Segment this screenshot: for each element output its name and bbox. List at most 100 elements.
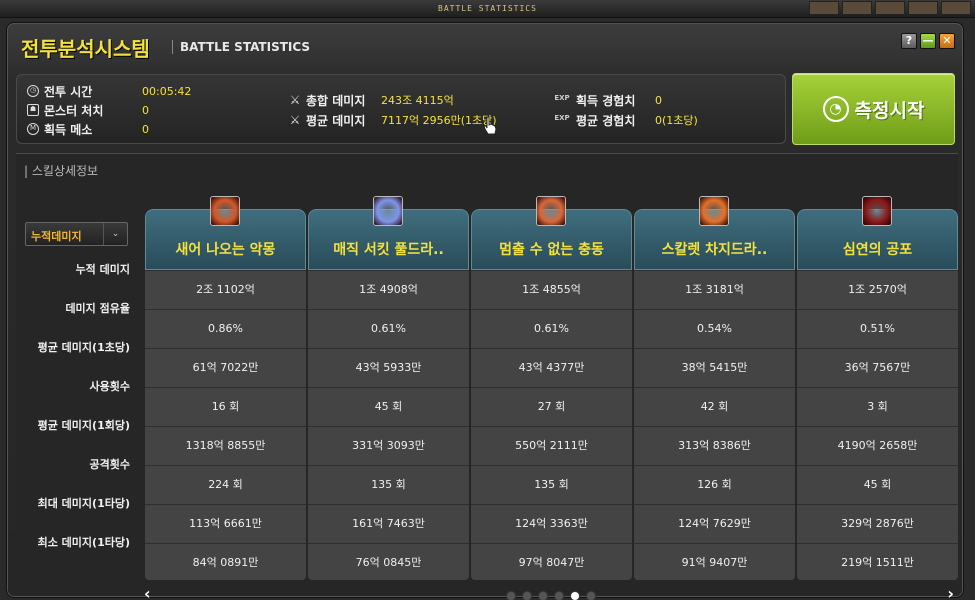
next-page-arrow[interactable]: › bbox=[947, 584, 954, 600]
row-label: 사용횟수 bbox=[89, 380, 130, 393]
meso-stat: M 획득 메소 0 bbox=[27, 121, 149, 137]
battle-time-label: 전투 시간 bbox=[44, 84, 93, 99]
page-dot[interactable] bbox=[586, 591, 596, 600]
row-labels: 누적 데미지 데미지 점유율 평균 데미지(1초당) 사용횟수 평균 데미지(1… bbox=[16, 250, 136, 562]
skill-name: 새어 나오는 악몽 bbox=[175, 242, 276, 258]
skill-stat-cell: 36억 7567만 bbox=[797, 348, 958, 387]
row-label: 평균 데미지(1초당) bbox=[37, 341, 130, 354]
avg-damage-value: 7117억 2956만(1초당) bbox=[381, 114, 497, 127]
skill-stat-cell: 16 회 bbox=[145, 387, 306, 426]
skill-stat-cell: 97억 8047만 bbox=[471, 543, 632, 580]
total-damage-value: 243조 4115억 bbox=[381, 94, 454, 107]
skill-detail-panel: | 스킬상세정보 누적데미지 ⌄ 누적 데미지 데미지 점유율 평균 데미지(1… bbox=[16, 153, 958, 600]
total-damage-label: 총합 데미지 bbox=[306, 93, 366, 108]
battle-time-stat: ◷ 전투 시간 00:05:42 bbox=[27, 83, 191, 99]
skill-stat-cell: 0.51% bbox=[797, 309, 958, 348]
meso-label: 획득 메소 bbox=[44, 122, 93, 137]
sword-icon: ⚔ bbox=[289, 93, 301, 107]
page-dot[interactable] bbox=[522, 591, 532, 600]
skill-stat-cell: 113억 6661만 bbox=[145, 504, 306, 543]
sort-dropdown[interactable]: 누적데미지 ⌄ bbox=[25, 222, 128, 246]
skill-stat-cell: 1조 4855억 bbox=[471, 270, 632, 309]
skill-stat-cell: 1조 2570억 bbox=[797, 270, 958, 309]
meso-icon: M bbox=[27, 123, 39, 135]
skill-stat-cell: 91억 9407만 bbox=[634, 543, 795, 580]
skill-column-header: 새어 나오는 악몽 bbox=[145, 209, 306, 270]
monsters-killed-value: 0 bbox=[142, 103, 149, 117]
top-icon-1[interactable] bbox=[809, 1, 839, 15]
window-title: 전투분석시스템 bbox=[21, 37, 150, 61]
top-icon-5[interactable] bbox=[941, 1, 971, 15]
skill-name: 멈출 수 없는 충동 bbox=[499, 242, 604, 258]
skill-column: 멈출 수 없는 충동 1조 4855억 0.61% 43억 4377만 27 회 550억… bbox=[471, 209, 632, 580]
total-damage-stat: ⚔ 총합 데미지 243조 4115억 bbox=[289, 92, 454, 108]
skill-stat-cell: 161억 7463만 bbox=[308, 504, 469, 543]
battle-summary-panel: ◷ 전투 시간 00:05:42 ☗ 몬스터 처치 0 M 획득 메소 0 ⚔ … bbox=[16, 74, 786, 144]
top-icon-4[interactable] bbox=[908, 1, 938, 15]
hand-cursor-icon bbox=[483, 116, 497, 135]
top-title-strip: BATTLE STATISTICS bbox=[0, 0, 975, 18]
meso-value: 0 bbox=[142, 122, 149, 136]
page-dot[interactable] bbox=[554, 591, 564, 600]
row-label: 평균 데미지(1회당) bbox=[37, 419, 130, 432]
skill-stat-cell: 61억 7022만 bbox=[145, 348, 306, 387]
avg-damage-stat: ⚔ 평균 데미지 7117억 2956만(1초당) bbox=[289, 112, 497, 128]
skill-stat-cell: 76억 0845만 bbox=[308, 543, 469, 580]
prev-page-arrow[interactable]: ‹ bbox=[144, 584, 151, 600]
minimize-button[interactable]: — bbox=[920, 33, 936, 49]
page-dot[interactable] bbox=[538, 591, 548, 600]
exp-icon: EXP bbox=[554, 114, 570, 122]
skill-stat-cell: 313억 8386만 bbox=[634, 426, 795, 465]
window-controls: ? — ✕ bbox=[901, 33, 955, 49]
skill-stat-cell: 45 회 bbox=[308, 387, 469, 426]
skill-stat-cell: 219억 1511만 bbox=[797, 543, 958, 580]
skill-stat-cell: 4190억 2658만 bbox=[797, 426, 958, 465]
skill-column: 매직 서킷 풀드라.. 1조 4908억 0.61% 43억 5933만 45 회 331… bbox=[308, 209, 469, 580]
monsters-killed-stat: ☗ 몬스터 처치 0 bbox=[27, 102, 149, 118]
skill-stat-cell: 329억 2876만 bbox=[797, 504, 958, 543]
exp-earned-stat: EXP 획득 경험치 0 bbox=[553, 92, 662, 108]
skill-stat-cell: 135 회 bbox=[471, 465, 632, 504]
exp-earned-value: 0 bbox=[655, 93, 662, 107]
skill-column: 새어 나오는 악몽 2조 1102억 0.86% 61억 7022만 16 회 1318억… bbox=[145, 209, 306, 580]
row-label: 최소 데미지(1타당) bbox=[37, 536, 130, 549]
skill-stat-cell: 42 회 bbox=[634, 387, 795, 426]
skill-stat-cell: 1조 3181억 bbox=[634, 270, 795, 309]
battle-time-value: 00:05:42 bbox=[142, 84, 192, 98]
help-button[interactable]: ? bbox=[901, 33, 917, 49]
skill-name: 스칼렛 차지드라.. bbox=[661, 242, 768, 258]
top-icon-2[interactable] bbox=[842, 1, 872, 15]
skill-stat-cell: 0.54% bbox=[634, 309, 795, 348]
chevron-down-icon[interactable]: ⌄ bbox=[103, 223, 127, 245]
close-button[interactable]: ✕ bbox=[939, 33, 955, 49]
row-label: 공격횟수 bbox=[89, 458, 130, 471]
skill-stat-cell: 38억 5415만 bbox=[634, 348, 795, 387]
skill-stat-cell: 0.61% bbox=[308, 309, 469, 348]
skill-stat-cell: 2조 1102억 bbox=[145, 270, 306, 309]
skill-stat-cell: 331억 3093만 bbox=[308, 426, 469, 465]
exp-earned-label: 획득 경험치 bbox=[576, 93, 636, 108]
skill-stat-cell: 3 회 bbox=[797, 387, 958, 426]
page-dot[interactable] bbox=[506, 591, 516, 600]
avg-damage-label: 평균 데미지 bbox=[306, 113, 366, 128]
avg-exp-label: 평균 경험치 bbox=[576, 113, 636, 128]
section-title: | 스킬상세정보 bbox=[24, 164, 99, 178]
avg-exp-stat: EXP 평균 경험치 0(1초당) bbox=[553, 112, 697, 128]
top-icon-3[interactable] bbox=[875, 1, 905, 15]
skill-column: 심연의 공포 1조 2570억 0.51% 36억 7567만 3 회 4190억 265… bbox=[797, 209, 958, 580]
skill-name: 매직 서킷 풀드라.. bbox=[333, 242, 444, 258]
skill-stat-cell: 43억 4377만 bbox=[471, 348, 632, 387]
magic-circuit-skill-icon bbox=[373, 196, 403, 226]
row-label: 누적 데미지 bbox=[75, 263, 130, 276]
top-icons bbox=[809, 1, 971, 15]
clock-icon: ◷ bbox=[27, 85, 39, 97]
gauge-icon: ◔ bbox=[822, 96, 849, 122]
page-indicator bbox=[506, 591, 596, 600]
page-dot[interactable] bbox=[570, 591, 580, 600]
row-label: 최대 데미지(1타당) bbox=[37, 497, 130, 510]
window-subtitle: BATTLE STATISTICS bbox=[171, 40, 311, 54]
skill-stat-cell: 550억 2111만 bbox=[471, 426, 632, 465]
skill-stat-cell: 124억 7629만 bbox=[634, 504, 795, 543]
start-measure-button[interactable]: ◔ 측정시작 bbox=[792, 73, 955, 145]
skill-stat-cell: 1318억 8855만 bbox=[145, 426, 306, 465]
